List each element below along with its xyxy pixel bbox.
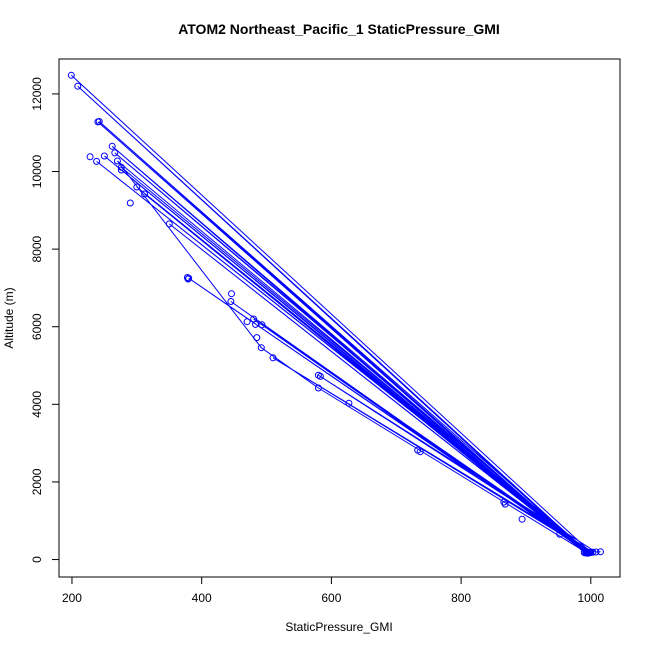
data-point bbox=[518, 515, 526, 523]
data-point bbox=[86, 153, 94, 161]
data-point bbox=[584, 549, 592, 557]
data-point bbox=[316, 372, 324, 380]
data-point bbox=[597, 548, 604, 556]
data-point bbox=[67, 71, 75, 79]
data-lines bbox=[70, 74, 601, 554]
data-point bbox=[165, 220, 173, 228]
y-tick-label: 10000 bbox=[30, 155, 44, 189]
data-point bbox=[93, 157, 101, 165]
x-tick-label: 1000 bbox=[577, 591, 604, 605]
x-tick-label: 400 bbox=[192, 591, 212, 605]
data-point bbox=[253, 334, 261, 342]
data-point bbox=[227, 298, 235, 305]
data-point bbox=[133, 183, 141, 191]
y-tick-label: 4000 bbox=[30, 391, 44, 418]
data-point bbox=[126, 199, 134, 207]
data-point bbox=[113, 157, 121, 165]
x-axis-label: StaticPressure_GMI bbox=[285, 620, 392, 634]
y-tick-label: 12000 bbox=[30, 77, 44, 111]
data-point bbox=[258, 321, 266, 329]
x-tick-label: 200 bbox=[62, 591, 82, 605]
data-point bbox=[184, 275, 192, 283]
data-point bbox=[416, 448, 424, 456]
data-point bbox=[111, 149, 119, 157]
data-point bbox=[257, 344, 265, 352]
data-point bbox=[500, 498, 508, 506]
y-tick-label: 8000 bbox=[30, 235, 44, 262]
y-tick-label: 6000 bbox=[30, 313, 44, 340]
y-tick-label: 0 bbox=[30, 556, 44, 563]
data-point bbox=[117, 166, 125, 174]
data-point bbox=[252, 320, 259, 328]
x-tick-label: 600 bbox=[321, 591, 341, 605]
data-point bbox=[100, 152, 108, 160]
data-point bbox=[108, 142, 116, 150]
data-points bbox=[67, 71, 604, 557]
x-axis: 200 400 600 800 1000 bbox=[62, 577, 604, 605]
chart-title: ATOM2 Northeast_Pacific_1 StaticPressure… bbox=[178, 21, 500, 37]
data-point bbox=[95, 118, 103, 125]
data-point bbox=[74, 82, 82, 90]
x-tick-label: 800 bbox=[451, 591, 471, 605]
y-tick-label: 2000 bbox=[30, 468, 44, 495]
data-point bbox=[314, 384, 322, 392]
data-point bbox=[269, 354, 277, 362]
y-axis-label: Altitude (m) bbox=[2, 287, 16, 348]
data-point bbox=[501, 500, 509, 508]
data-point bbox=[592, 548, 600, 556]
series-line bbox=[70, 74, 601, 554]
data-point bbox=[117, 163, 125, 171]
data-point bbox=[589, 548, 597, 556]
data-point bbox=[141, 190, 149, 198]
data-point bbox=[556, 530, 564, 538]
data-point bbox=[228, 290, 235, 298]
y-axis: 0 2000 4000 6000 8000 10000 12000 bbox=[30, 77, 59, 563]
data-point bbox=[243, 318, 251, 326]
data-point bbox=[345, 399, 353, 407]
plot-frame bbox=[58, 58, 621, 578]
